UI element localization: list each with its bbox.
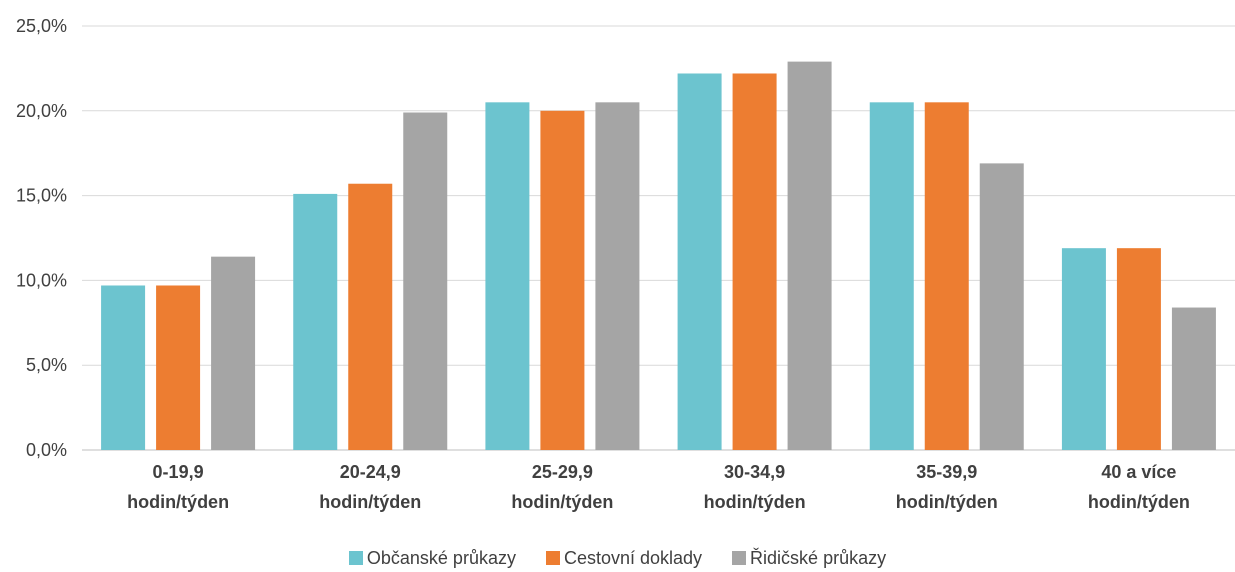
category-label: 40 a více — [1101, 462, 1176, 482]
bar — [485, 102, 530, 450]
category-label: 30-34,9 — [724, 462, 785, 482]
bars — [101, 61, 1216, 451]
bar — [595, 102, 640, 450]
category-label: hodin/týden — [1088, 492, 1190, 512]
category-label: hodin/týden — [127, 492, 229, 512]
legend: Občanské průkazy Cestovní doklady Řidičské… — [0, 544, 1235, 572]
bar — [924, 102, 969, 450]
bar — [403, 112, 448, 450]
y-tick-label: 10,0% — [16, 270, 67, 290]
category-label: 35-39,9 — [916, 462, 977, 482]
legend-label: Řidičské průkazy — [750, 547, 887, 568]
gridlines — [82, 25, 1235, 451]
legend-swatch — [348, 551, 363, 565]
y-tick-label: 5,0% — [26, 355, 67, 375]
bar — [540, 110, 585, 451]
y-tick-label: 15,0% — [16, 186, 67, 206]
legend-item: Cestovní doklady — [545, 547, 703, 569]
category-label: hodin/týden — [704, 492, 806, 512]
category-label: 20-24,9 — [340, 462, 401, 482]
bar — [677, 73, 722, 450]
category-label: 0-19,9 — [153, 462, 204, 482]
bar — [787, 61, 832, 451]
legend-label: Občanské průkazy — [366, 547, 516, 568]
y-axis: 0,0% 5,0% 10,0% 15,0% 20,0% 25,0% — [16, 16, 67, 460]
bar — [101, 285, 146, 450]
legend-swatch — [545, 551, 560, 565]
bar — [293, 193, 338, 451]
category-label: hodin/týden — [319, 492, 421, 512]
y-tick-label: 25,0% — [16, 16, 67, 36]
bar-chart: 0,0% 5,0% 10,0% 15,0% 20,0% 25,0% 0-19,9 hodin… — [16, 16, 1235, 512]
bar — [1116, 248, 1161, 450]
y-tick-label: 0,0% — [26, 440, 67, 460]
bar — [732, 73, 777, 450]
legend-swatch — [732, 551, 747, 565]
bar — [156, 285, 201, 450]
bar — [211, 256, 256, 450]
category-label: hodin/týden — [511, 492, 613, 512]
x-axis: 0-19,9 hodin/týden 20-24,9 hodin/týden 25-29… — [127, 462, 1190, 512]
y-tick-label: 20,0% — [16, 101, 67, 121]
bar — [348, 183, 393, 450]
bar — [1061, 248, 1106, 450]
bar — [979, 163, 1024, 450]
legend-item: Občanské průkazy — [348, 547, 516, 569]
legend-item: Řidičské průkazy — [732, 548, 886, 569]
category-label: hodin/týden — [896, 492, 998, 512]
bar — [1171, 307, 1216, 450]
legend-label: Cestovní doklady — [563, 547, 703, 568]
category-label: 25-29,9 — [532, 462, 593, 482]
bar — [869, 102, 914, 450]
